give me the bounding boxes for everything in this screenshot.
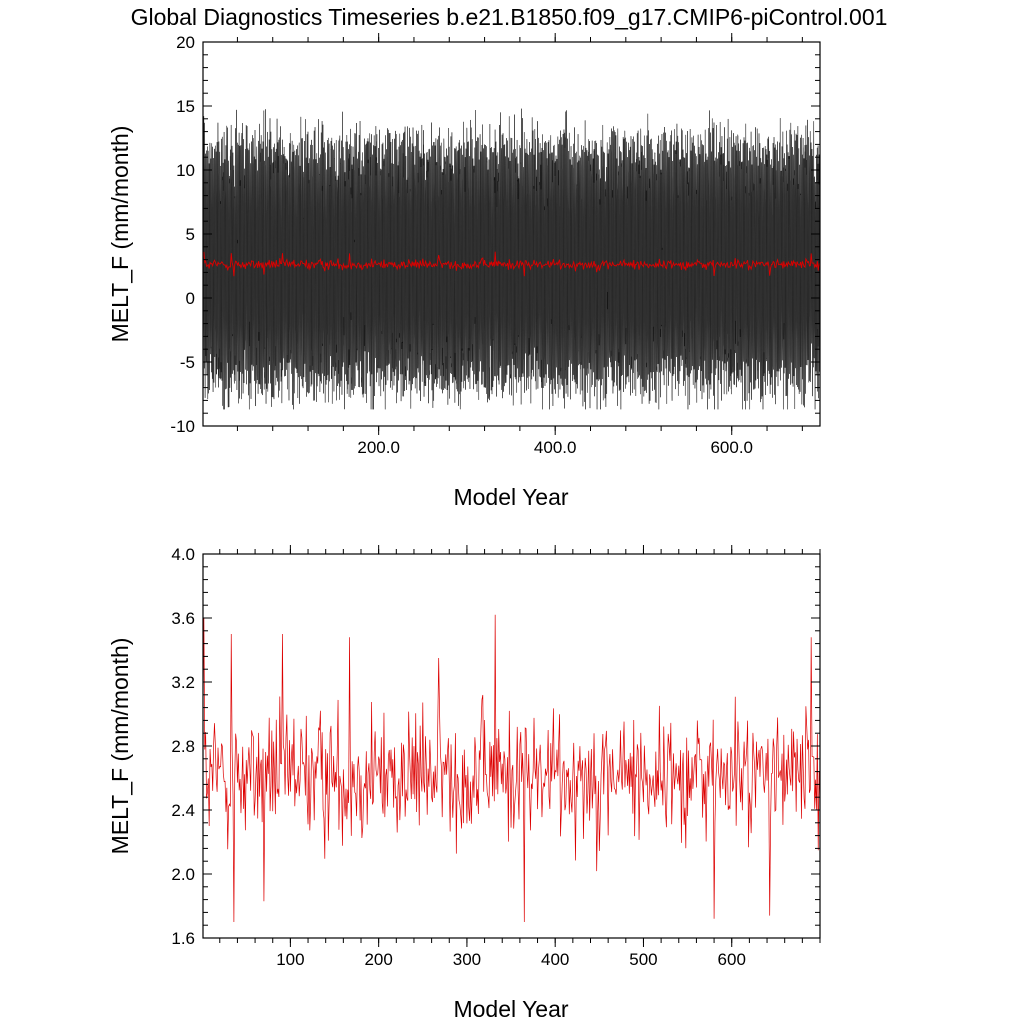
chart-title: Global Diagnostics Timeseries b.e21.B185… (131, 4, 888, 30)
bottom-x-tick-label: 300 (453, 950, 481, 969)
top-monthly-series-line-dark (203, 108, 820, 410)
bottom-y-tick-label: 3.2 (171, 673, 195, 692)
bottom-y-tick-label: 4.0 (171, 545, 195, 564)
bottom-plot-area (203, 614, 820, 923)
top-y-tick-label: 20 (176, 33, 195, 52)
bottom-annual-series-line (203, 614, 820, 923)
top-axis-ticks: -10 -5 0 5 10 15 20 200.0 400.0 600.0 (170, 33, 820, 457)
bottom-y-axis-label: MELT_F (mm/month) (107, 638, 133, 855)
top-y-tick-label: -10 (170, 417, 195, 436)
bottom-x-tick-label: 500 (629, 950, 657, 969)
top-panel: -10 -5 0 5 10 15 20 200.0 400.0 600.0 MELT_F (mm/… (107, 33, 821, 510)
top-y-tick-label: -5 (180, 353, 195, 372)
bottom-x-tick-label: 400 (541, 950, 569, 969)
top-y-tick-label: 0 (186, 289, 195, 308)
bottom-x-tick-label: 600 (718, 950, 746, 969)
bottom-y-tick-label: 3.6 (171, 609, 195, 628)
bottom-y-tick-label: 2.8 (171, 737, 195, 756)
top-plot-area (203, 108, 820, 410)
bottom-x-tick-label: 200 (364, 950, 392, 969)
top-y-tick-label: 5 (186, 225, 195, 244)
top-x-tick-label: 400.0 (534, 438, 577, 457)
top-x-tick-label: 200.0 (357, 438, 400, 457)
top-y-tick-label: 15 (176, 97, 195, 116)
top-x-axis-label: Model Year (453, 484, 568, 510)
bottom-plot-frame (202, 553, 821, 939)
top-annual-series-line (203, 251, 820, 277)
bottom-y-tick-label: 2.0 (171, 865, 195, 884)
bottom-axis-ticks: 1.6 2.0 2.4 2.8 3.2 3.6 4.0 100 200 300 400 500 600 (171, 545, 821, 969)
bottom-y-tick-label: 2.4 (171, 801, 195, 820)
top-y-tick-label: 10 (176, 161, 195, 180)
bottom-x-tick-label: 100 (276, 950, 304, 969)
top-y-axis-label: MELT_F (mm/month) (107, 126, 133, 343)
bottom-x-axis-label: Model Year (453, 996, 568, 1022)
top-x-tick-label: 600.0 (710, 438, 753, 457)
bottom-y-tick-label: 1.6 (171, 929, 195, 948)
